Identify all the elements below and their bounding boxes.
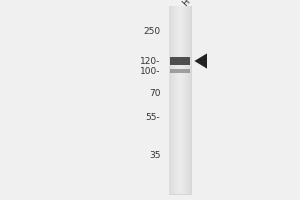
Text: H blood plasma: H blood plasma (181, 0, 232, 8)
Text: 35: 35 (149, 152, 160, 160)
Text: 120-: 120- (140, 56, 160, 66)
Text: 70: 70 (149, 88, 160, 98)
Bar (169, 6, 190, 194)
Bar (170, 57, 190, 65)
Text: 55-: 55- (146, 112, 160, 121)
Polygon shape (194, 53, 207, 69)
Bar (170, 69, 190, 73)
Text: 100-: 100- (140, 66, 160, 75)
Text: 250: 250 (143, 26, 161, 36)
